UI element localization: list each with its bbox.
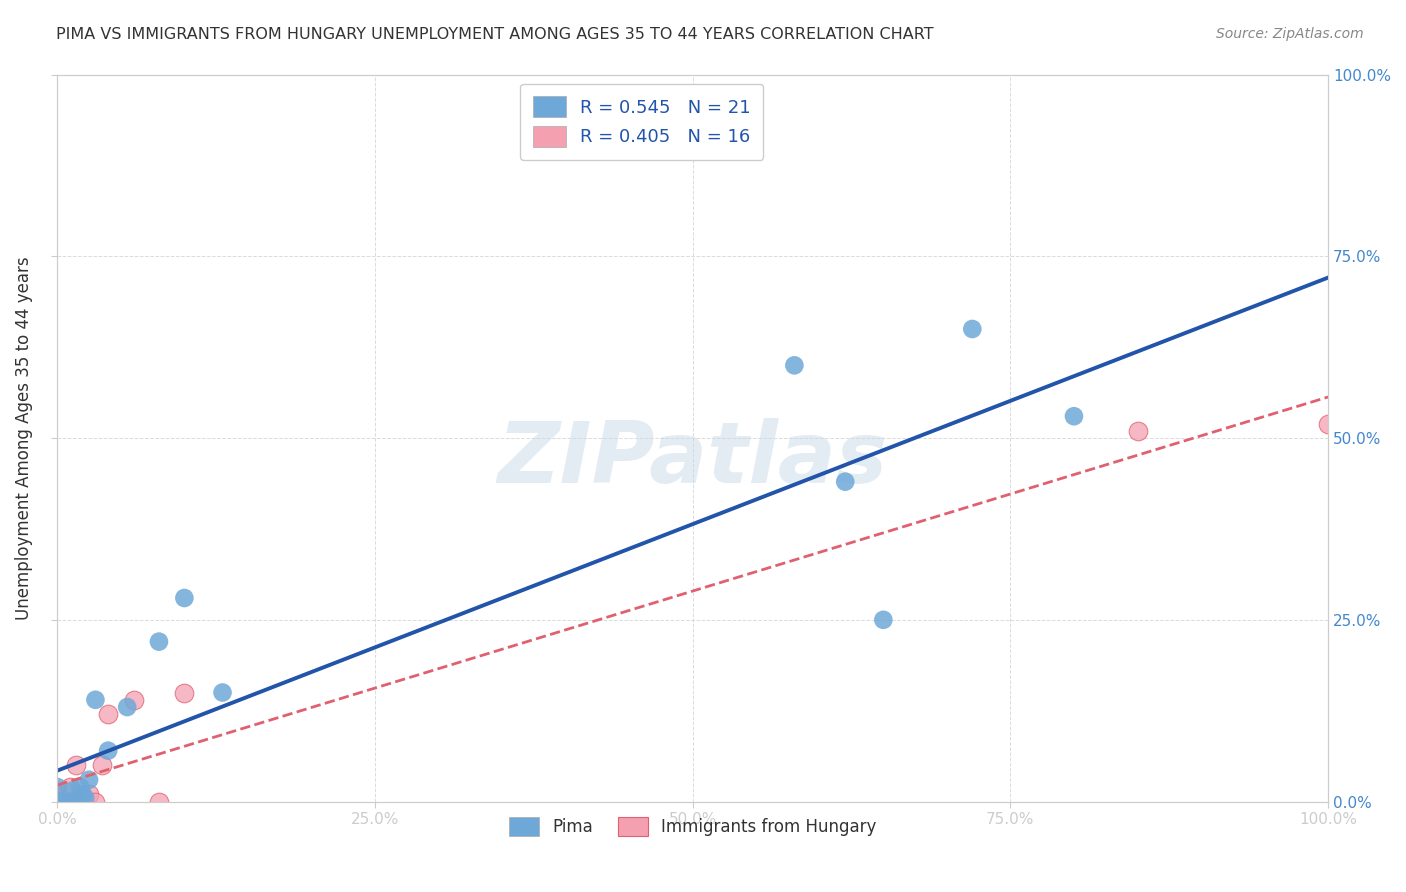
Point (122, 693, 145, 707)
Point (46, 787, 69, 801)
Point (90, 758, 112, 772)
Point (59, 795, 82, 809)
Y-axis label: Unemployment Among Ages 35 to 44 years: Unemployment Among Ages 35 to 44 years (15, 256, 32, 620)
Point (173, 591, 195, 605)
Point (173, 685, 195, 699)
Point (1317, 417, 1340, 431)
Point (84, 693, 107, 707)
Point (1126, 424, 1149, 438)
Point (46, 780, 69, 794)
Point (211, 685, 233, 699)
Point (65, 795, 87, 809)
Point (77, 772, 100, 787)
Point (46, 795, 69, 809)
Point (148, 795, 170, 809)
Point (148, 634, 170, 648)
Point (77, 787, 100, 801)
Point (962, 322, 984, 336)
Point (872, 613, 894, 627)
Point (115, 700, 138, 714)
Point (75, 791, 97, 805)
Text: PIMA VS IMMIGRANTS FROM HUNGARY UNEMPLOYMENT AMONG AGES 35 TO 44 YEARS CORRELATI: PIMA VS IMMIGRANTS FROM HUNGARY UNEMPLOY… (56, 27, 934, 42)
Point (59, 780, 82, 794)
Point (72, 795, 94, 809)
Point (97, 744, 120, 758)
Point (52, 795, 75, 809)
Point (62, 783, 84, 797)
Point (52, 795, 75, 809)
Text: Source: ZipAtlas.com: Source: ZipAtlas.com (1216, 27, 1364, 41)
Text: ZIPatlas: ZIPatlas (498, 418, 887, 501)
Point (834, 475, 856, 489)
Point (97, 707, 120, 722)
Point (72, 787, 94, 801)
Point (65, 758, 87, 772)
Point (59, 795, 82, 809)
Point (1063, 409, 1085, 424)
Point (84, 795, 107, 809)
Legend: Pima, Immigrants from Hungary: Pima, Immigrants from Hungary (501, 808, 884, 844)
Point (69, 780, 91, 794)
Point (46, 795, 69, 809)
Point (783, 359, 806, 373)
